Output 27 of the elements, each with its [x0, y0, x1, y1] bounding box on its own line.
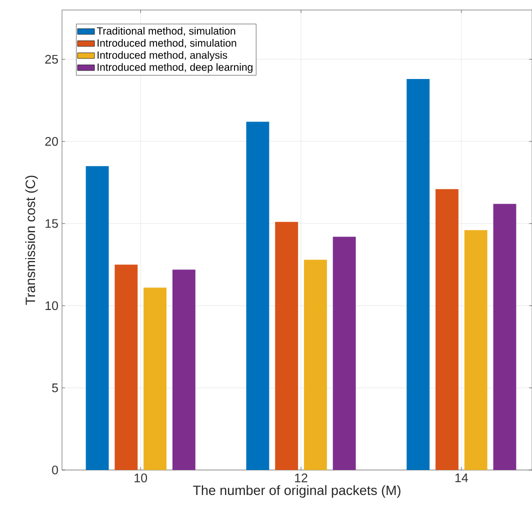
y-tick-label: 20	[45, 137, 58, 146]
bar	[114, 264, 138, 470]
bar	[86, 166, 109, 470]
y-tick-label: 10	[46, 301, 58, 310]
legend-label: Introduced method, simulation	[98, 39, 236, 48]
x-axis-title: The number of original packets (M)	[193, 485, 400, 498]
bar	[332, 236, 356, 470]
y-tick-label: 0	[52, 466, 58, 474]
bar	[406, 78, 430, 470]
bar	[144, 288, 167, 470]
bar	[464, 230, 488, 470]
y-tick-label: 25	[45, 54, 58, 64]
y-tick-label: 15	[46, 219, 58, 228]
y-axis-title: Transmission cost (C)	[25, 176, 38, 305]
bar	[304, 260, 327, 470]
x-tick-label: 14	[455, 474, 468, 482]
bar	[246, 122, 270, 470]
legend-label: Introduced method, analysis	[98, 51, 228, 61]
bar	[436, 189, 458, 470]
bar	[172, 270, 196, 470]
bar	[275, 222, 298, 470]
y-tick-label: 5	[52, 384, 58, 392]
legend-label: Traditional method, simulation	[96, 26, 236, 36]
x-tick-label: 10	[134, 474, 148, 482]
bar	[493, 204, 516, 470]
x-tick-label: 12	[295, 474, 308, 482]
legend-label: Introduced method, deep learning	[98, 63, 252, 73]
